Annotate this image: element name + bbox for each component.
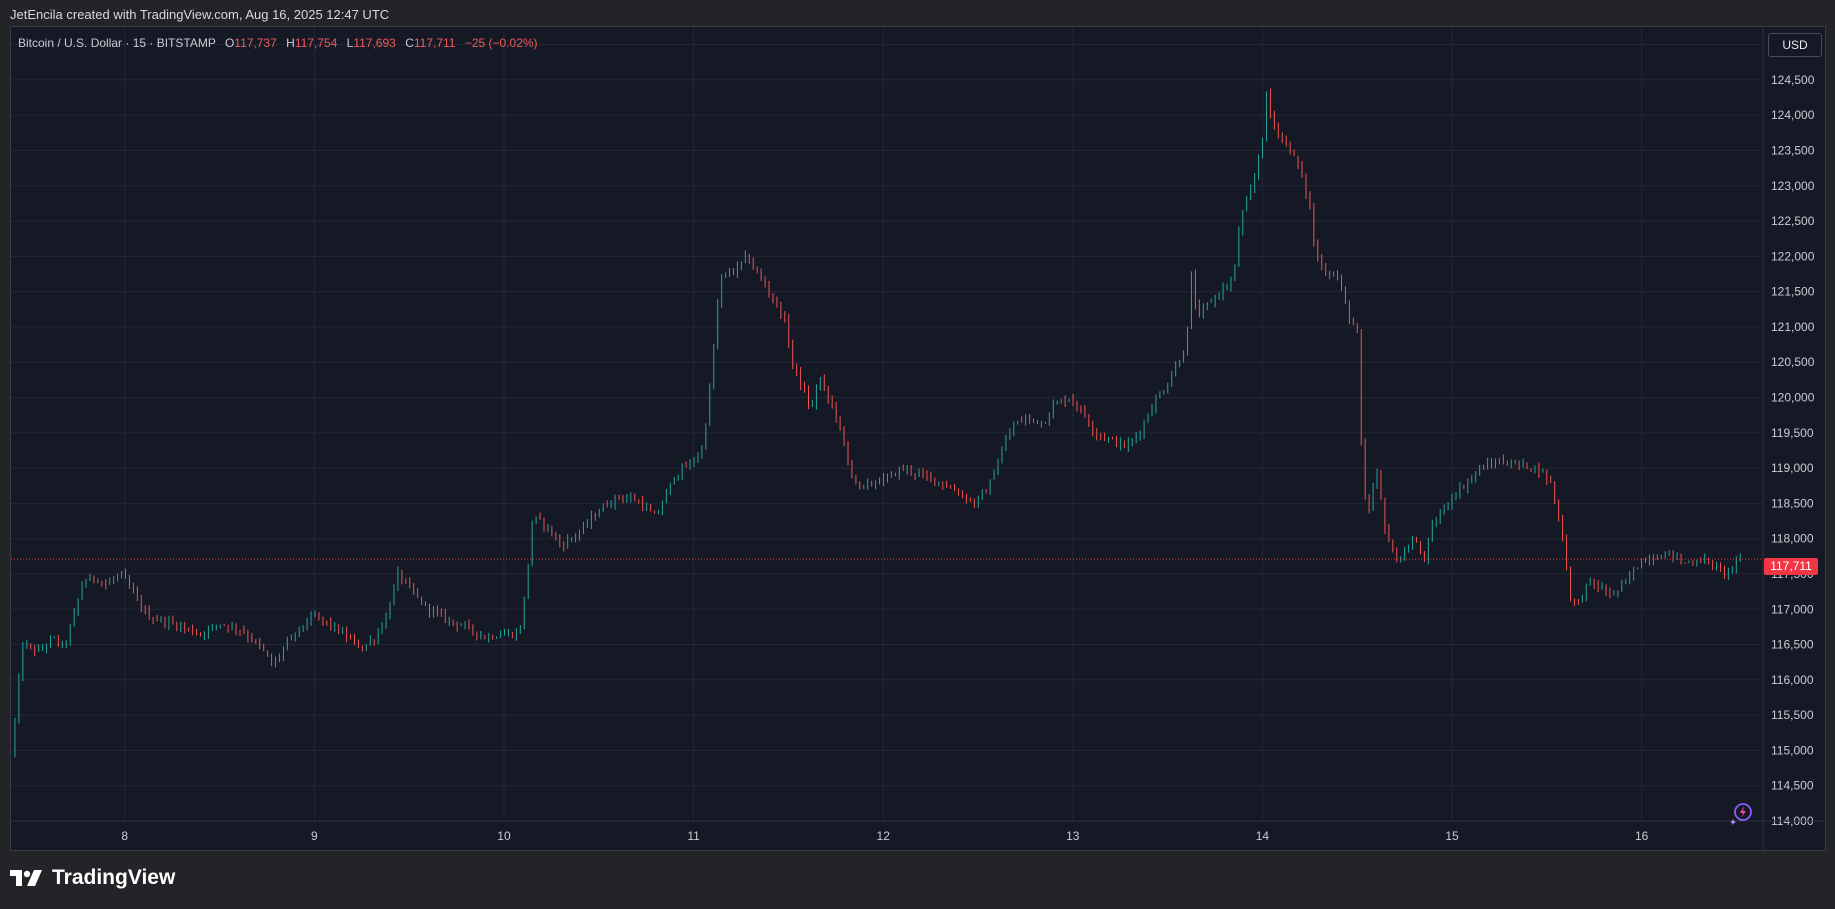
y-tick-label: 124,000 [1771, 108, 1815, 122]
y-tick-label: 124,500 [1771, 73, 1815, 87]
x-tick-label: 10 [497, 829, 511, 843]
x-tick-label: 15 [1445, 829, 1459, 843]
low-value: 117,693 [353, 36, 396, 50]
x-tick-label: 14 [1256, 829, 1270, 843]
x-tick-label: 9 [311, 829, 318, 843]
high-value: 117,754 [294, 36, 338, 50]
currency-button[interactable]: USD [1768, 33, 1822, 57]
x-tick-label: 16 [1635, 829, 1649, 843]
y-tick-label: 115,500 [1771, 708, 1814, 722]
open-value: 117,737 [234, 36, 277, 50]
change-value: −25 (−0.02%) [464, 36, 538, 50]
y-tick-label: 119,500 [1771, 426, 1814, 440]
close-label: C [405, 36, 414, 50]
y-tick-label: 115,000 [1771, 743, 1814, 757]
y-tick-label: 120,000 [1771, 391, 1815, 405]
low-label: L [346, 36, 354, 50]
brand-name: TradingView [52, 866, 176, 889]
close-value: 117,711 [413, 36, 456, 50]
tradingview-brand[interactable]: TradingView [10, 866, 175, 890]
y-tick-label: 119,000 [1771, 461, 1814, 475]
candles-group [14, 88, 1741, 758]
chart-background [11, 27, 1825, 850]
open-label: O [224, 36, 235, 50]
y-tick-label: 121,000 [1771, 320, 1815, 334]
x-tick-label: 12 [877, 829, 891, 843]
y-tick-label: 123,500 [1771, 144, 1815, 158]
last-price-label: 117,711 [1764, 558, 1818, 575]
y-tick-label: 116,000 [1771, 673, 1814, 687]
ai-assistant-icon[interactable] [1728, 799, 1756, 827]
symbol-legend: Bitcoin / U.S. Dollar · 15 · BITSTAMP O1… [18, 36, 538, 50]
y-tick-label: 118,500 [1771, 496, 1814, 510]
y-tick-label: 114,500 [1771, 779, 1814, 793]
y-tick-label: 116,500 [1771, 638, 1814, 652]
y-tick-label: 121,500 [1771, 285, 1815, 299]
x-tick-label: 8 [121, 829, 128, 843]
symbol-name[interactable]: Bitcoin / U.S. Dollar · 15 · BITSTAMP [18, 36, 216, 50]
y-tick-label: 122,500 [1771, 214, 1815, 228]
y-tick-label: 117,000 [1771, 602, 1814, 616]
chart-attribution: JetEncila created with TradingView.com, … [10, 7, 390, 22]
price-chart[interactable]: 125,000124,500124,000123,500123,000122,5… [11, 27, 1825, 850]
x-tick-label: 11 [687, 829, 700, 843]
y-tick-label: 123,000 [1771, 179, 1815, 193]
chart-panel[interactable]: 125,000124,500124,000123,500123,000122,5… [10, 26, 1826, 851]
y-tick-label: 120,500 [1771, 355, 1815, 369]
high-label: H [286, 36, 295, 50]
tradingview-logo-icon [10, 870, 42, 886]
y-tick-label: 122,000 [1771, 249, 1815, 263]
y-tick-label: 118,000 [1771, 532, 1814, 546]
x-tick-label: 13 [1066, 829, 1080, 843]
